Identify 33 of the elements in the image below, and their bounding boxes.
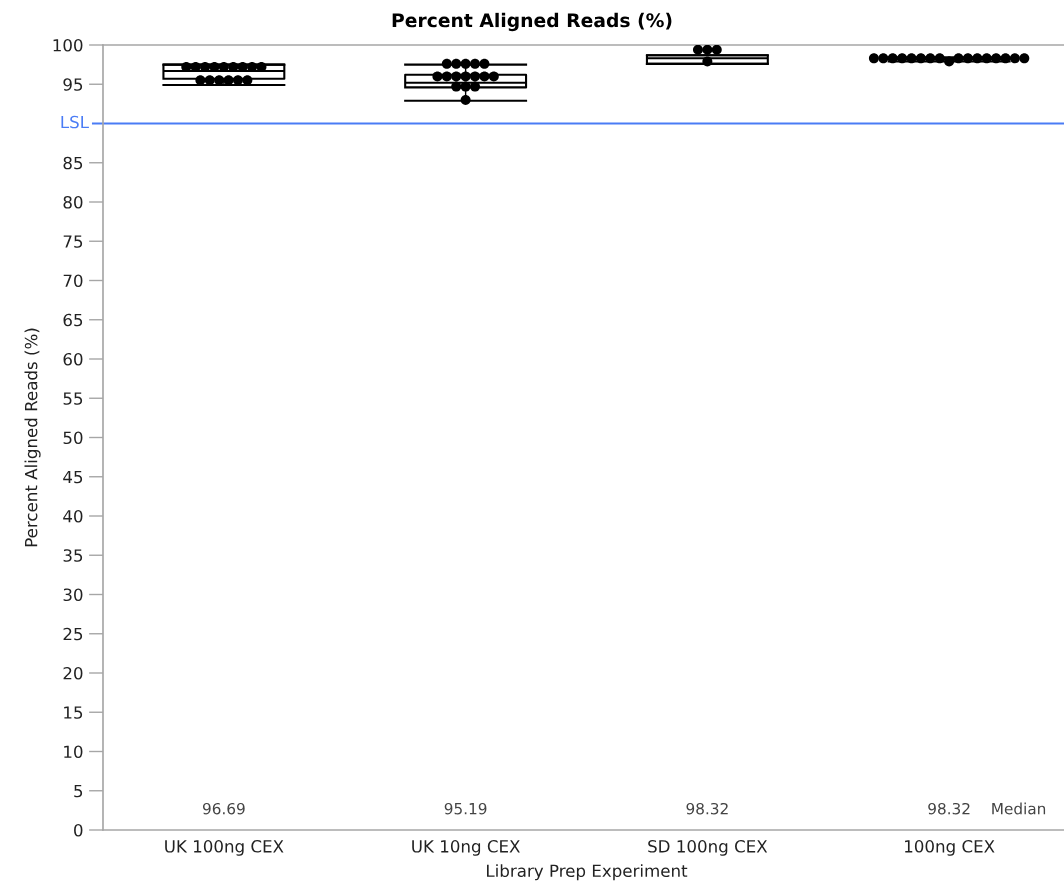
ref-line-label: LSL [61,115,89,129]
x-tick-label: UK 100ng CEX [165,840,284,856]
y-tick-label: 50 [63,431,83,445]
y-tick-label: 100 [53,38,83,52]
y-tick-label: 60 [63,352,83,366]
annotation: Median [992,802,1046,815]
y-tick-label: 75 [63,235,83,248]
y-tick-label: 80 [63,195,83,209]
y-tick-label: 35 [63,549,83,562]
y-tick-label: 20 [63,666,83,680]
y-tick-label: 70 [63,274,83,288]
y-tick-label: 55 [63,392,83,405]
y-tick-label: 5 [74,784,83,798]
x-tick-label: 100ng CEX [905,840,995,856]
x-tick-label: SD 100ng CEX [648,840,768,856]
x-axis-title: Library Prep Experiment [487,864,688,881]
y-axis-title: Percent Aligned Reads (%) [24,328,41,547]
text: 96.69 [202,802,245,815]
y-tick-label: 40 [63,509,83,523]
y-tick-label: 0 [74,823,83,837]
chart-title: Percent Aligned Reads (%) [392,12,672,32]
text: 98.32 [686,802,728,815]
y-tick-label: 65 [63,313,83,327]
y-tick-label: 15 [64,706,83,719]
y-tick-label: 30 [63,588,83,602]
y-tick-label: 85 [63,156,83,170]
y-tick-label: 95 [63,78,83,91]
text: 98.32 [928,802,970,815]
text: 95.19 [444,802,487,815]
y-tick-label: 25 [63,627,83,641]
x-tick-label: UK 10ng CEX [412,840,520,856]
y-tick-label: 45 [63,470,83,484]
y-tick-label: 10 [64,745,83,759]
